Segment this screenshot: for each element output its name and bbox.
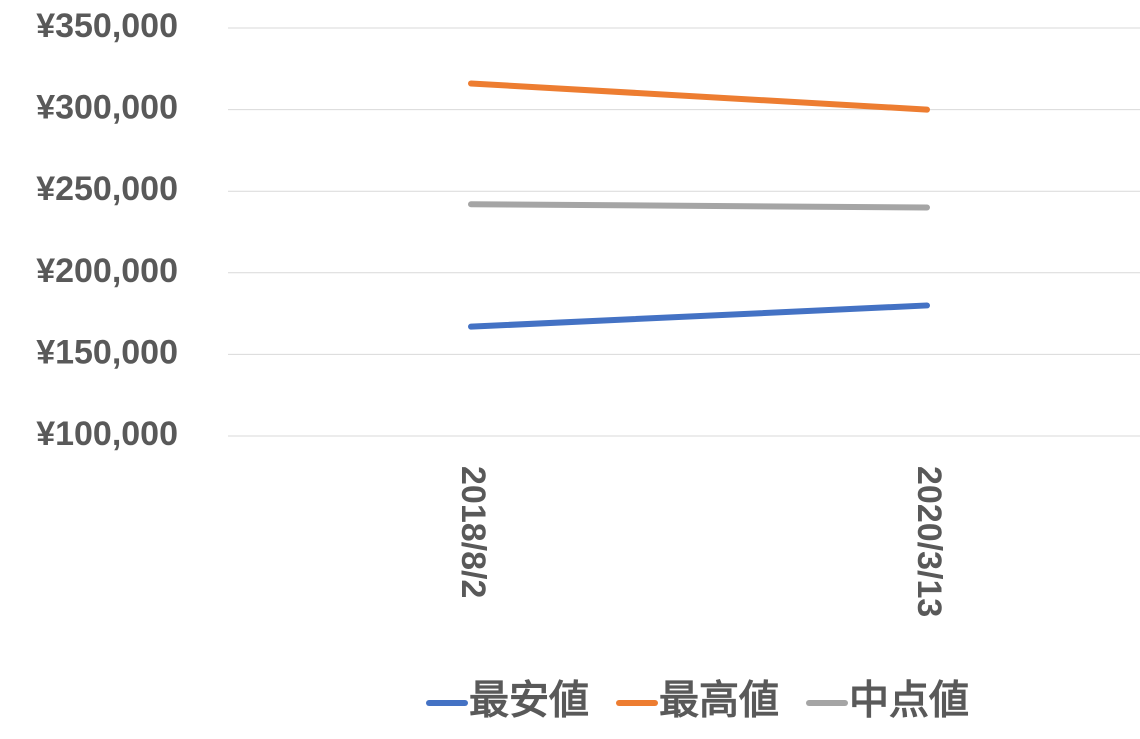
y-tick-label: ¥200,000 <box>36 252 178 290</box>
x-tick-label: 2020/3/13 <box>910 466 948 617</box>
legend-label: 最安値 <box>469 679 589 723</box>
y-tick-label: ¥150,000 <box>36 333 178 371</box>
legend-label: 最高値 <box>659 679 779 723</box>
x-tick-label: 2018/8/2 <box>454 466 492 598</box>
legend-label: 中点値 <box>849 679 969 723</box>
y-tick-label: ¥100,000 <box>36 415 178 453</box>
line-series <box>468 201 930 211</box>
line-series <box>468 80 930 113</box>
y-tick-label: ¥300,000 <box>36 89 178 127</box>
y-tick-label: ¥350,000 <box>36 7 178 45</box>
line-series <box>468 302 930 330</box>
y-tick-label: ¥250,000 <box>36 170 178 208</box>
